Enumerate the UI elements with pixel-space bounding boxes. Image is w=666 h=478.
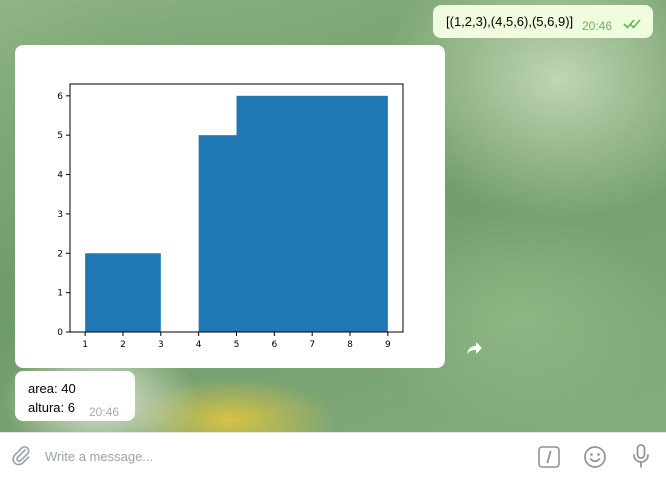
share-arrow-icon[interactable] [464, 338, 484, 358]
message-line: altura: 6 [28, 400, 75, 415]
y-tick-label: 6 [57, 92, 63, 102]
message-input[interactable] [45, 443, 505, 469]
slash-command-icon[interactable] [537, 445, 561, 469]
message-time: 20:46 [89, 405, 120, 419]
y-tick-label: 3 [57, 210, 63, 220]
message-composer [0, 432, 666, 478]
message-time: 20:46 [582, 19, 613, 33]
photo-message[interactable]: 1 2 3 4 5 6 7 8 9 0 1 2 3 4 5 6 [15, 45, 445, 368]
x-tick-label: 7 [309, 340, 315, 350]
outgoing-message[interactable]: [(1,2,3),(4,5,6),(5,6,9)] 20:46 [433, 5, 653, 38]
y-tick-label: 5 [57, 131, 63, 141]
y-tick-label: 1 [57, 289, 63, 299]
x-tick-label: 2 [120, 340, 126, 350]
microphone-icon[interactable] [630, 443, 652, 469]
message-line: area: 40 [28, 381, 76, 396]
chart-bar-1 [85, 253, 161, 332]
x-tick-label: 8 [347, 340, 353, 350]
x-tick-label: 6 [271, 340, 277, 350]
x-tick-label: 5 [234, 340, 240, 350]
y-tick-label: 0 [57, 328, 63, 338]
y-tick-label: 2 [57, 249, 63, 259]
incoming-message[interactable]: area: 40 altura: 6 20:46 [15, 371, 135, 421]
x-tick-label: 1 [82, 340, 88, 350]
message-text: [(1,2,3),(4,5,6),(5,6,9)] [446, 14, 574, 29]
double-check-icon [623, 18, 643, 33]
x-tick-label: 4 [196, 340, 202, 350]
x-tick-label: 3 [158, 340, 164, 350]
emoji-icon[interactable] [582, 444, 608, 470]
bar-chart: 1 2 3 4 5 6 7 8 9 0 1 2 3 4 5 6 [57, 83, 404, 350]
x-tick-label: 9 [385, 340, 391, 350]
paperclip-icon[interactable] [9, 444, 33, 468]
y-tick-label: 4 [57, 171, 63, 181]
chart-bar-3 [236, 95, 388, 332]
